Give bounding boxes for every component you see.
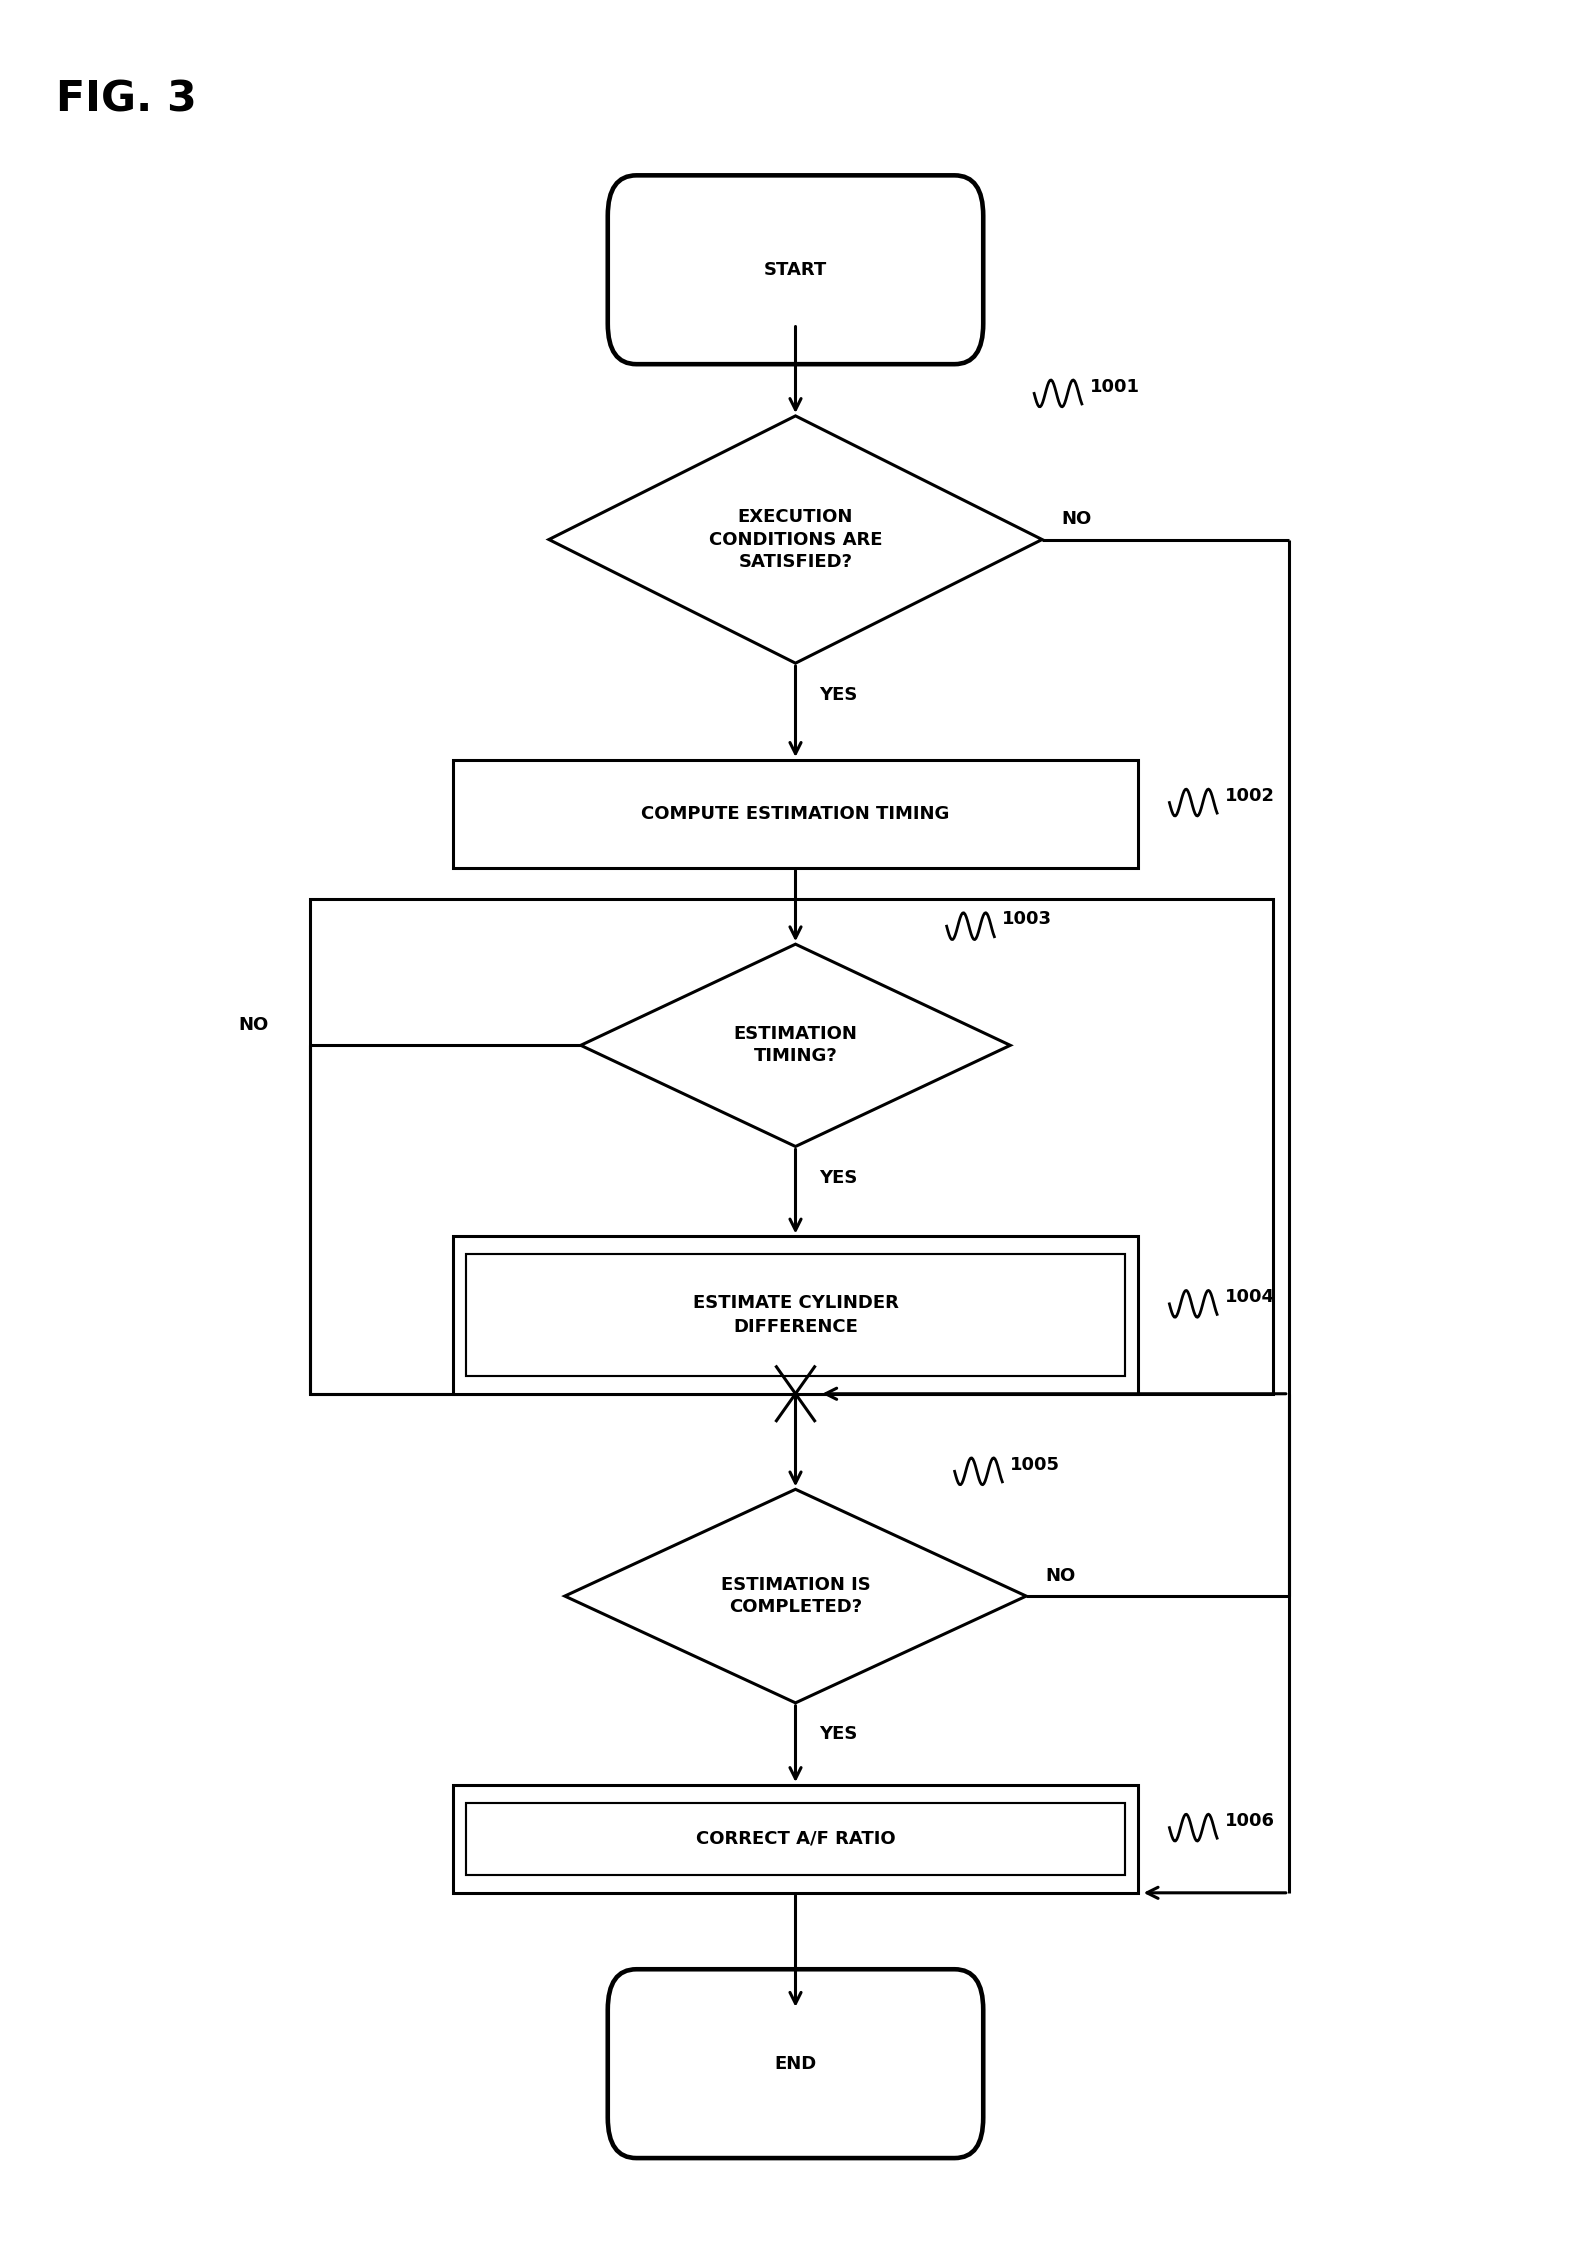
Polygon shape: [565, 1490, 1026, 1704]
Bar: [466, 1803, 1125, 1875]
Bar: [453, 760, 1138, 868]
FancyBboxPatch shape: [608, 175, 983, 364]
Text: NO: NO: [1045, 1567, 1076, 1585]
Text: NO: NO: [1061, 510, 1091, 528]
Text: EXECUTION
CONDITIONS ARE
SATISFIED?: EXECUTION CONDITIONS ARE SATISFIED?: [708, 508, 883, 571]
Text: CORRECT A/F RATIO: CORRECT A/F RATIO: [695, 1830, 896, 1848]
Bar: [453, 1236, 1138, 1394]
Polygon shape: [549, 416, 1042, 663]
Text: 1005: 1005: [1010, 1454, 1060, 1475]
Text: START: START: [764, 261, 827, 279]
Text: 1006: 1006: [1225, 1812, 1274, 1830]
Bar: [466, 1254, 1125, 1376]
Text: ESTIMATE CYLINDER
DIFFERENCE: ESTIMATE CYLINDER DIFFERENCE: [692, 1295, 899, 1335]
Text: ESTIMATION IS
COMPLETED?: ESTIMATION IS COMPLETED?: [721, 1576, 870, 1616]
Text: YES: YES: [819, 1726, 858, 1744]
Polygon shape: [581, 944, 1010, 1146]
Text: 1004: 1004: [1225, 1288, 1274, 1306]
Text: YES: YES: [819, 686, 858, 704]
Text: NO: NO: [239, 1016, 269, 1034]
Text: 1001: 1001: [1090, 378, 1139, 396]
Text: YES: YES: [819, 1169, 858, 1187]
Text: END: END: [775, 2055, 816, 2073]
Text: 1002: 1002: [1225, 787, 1274, 805]
Bar: [310, 899, 1273, 1394]
Text: ESTIMATION
TIMING?: ESTIMATION TIMING?: [733, 1025, 858, 1066]
FancyBboxPatch shape: [608, 1969, 983, 2158]
Bar: [453, 1785, 1138, 1893]
Text: COMPUTE ESTIMATION TIMING: COMPUTE ESTIMATION TIMING: [641, 805, 950, 823]
Text: 1003: 1003: [1002, 910, 1052, 928]
Text: FIG. 3: FIG. 3: [56, 79, 196, 121]
